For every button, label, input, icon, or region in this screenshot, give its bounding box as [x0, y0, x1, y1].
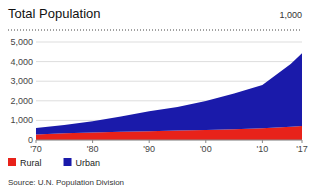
area-urban: [36, 53, 302, 134]
grid-line: [36, 61, 302, 62]
source-note: Source: U.N. Population Division: [8, 178, 124, 187]
x-tick: [149, 140, 150, 143]
grid-line: [36, 42, 302, 43]
chart: Total Population1,00001,0002,0003,0004,0…: [0, 0, 310, 195]
x-tick: [36, 140, 37, 143]
legend-label: Urban: [76, 158, 101, 168]
title-rule: [8, 30, 302, 31]
y-tick-label: 1,000: [10, 115, 33, 125]
x-tick-label: '80: [87, 144, 99, 154]
y-tick-label: 4,000: [10, 57, 33, 67]
y-tick-label: 2,000: [10, 96, 33, 106]
subtitle: 1,000: [279, 10, 302, 20]
x-tick-label: '70: [30, 144, 42, 154]
legend-swatch: [8, 158, 16, 166]
x-tick-label: '17: [296, 144, 308, 154]
x-tick-label: '10: [257, 144, 269, 154]
y-tick-label: 5,000: [10, 37, 33, 47]
legend-swatch: [64, 158, 72, 166]
x-tick-label: '00: [200, 144, 212, 154]
title: Total Population: [8, 6, 101, 21]
y-tick-label: 3,000: [10, 76, 33, 86]
legend-label: Rural: [20, 158, 42, 168]
x-tick: [205, 140, 206, 143]
grid-line: [36, 81, 302, 82]
x-tick: [262, 140, 263, 143]
x-tick: [302, 140, 303, 143]
x-tick-label: '90: [143, 144, 155, 154]
x-tick: [92, 140, 93, 143]
plot-area: [36, 53, 302, 140]
